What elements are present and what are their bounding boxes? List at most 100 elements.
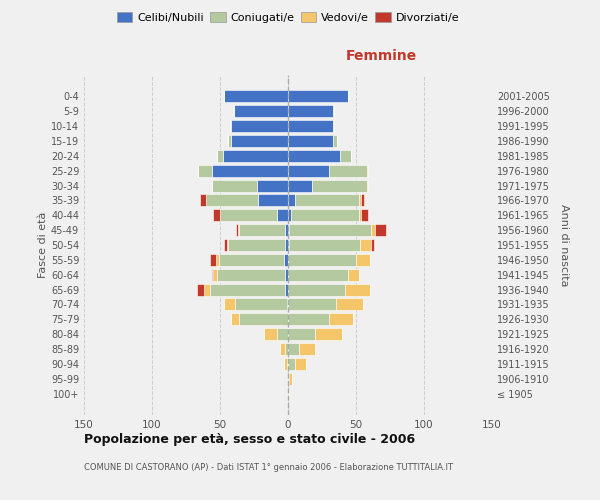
Bar: [348, 269, 359, 280]
Bar: [361, 210, 368, 221]
Bar: [288, 328, 315, 340]
Bar: [236, 224, 238, 236]
Bar: [288, 165, 329, 176]
Bar: [227, 239, 228, 251]
Bar: [238, 224, 239, 236]
Bar: [371, 239, 374, 251]
Bar: [284, 254, 288, 266]
Bar: [367, 165, 368, 176]
Bar: [345, 284, 370, 296]
Bar: [285, 224, 288, 236]
Bar: [287, 298, 288, 310]
Bar: [295, 194, 359, 206]
Bar: [299, 343, 315, 355]
Bar: [313, 180, 367, 192]
Bar: [329, 165, 367, 176]
Bar: [200, 194, 206, 206]
Bar: [288, 106, 333, 117]
Bar: [284, 358, 287, 370]
Bar: [288, 343, 299, 355]
Bar: [198, 165, 212, 176]
Bar: [288, 210, 291, 221]
Bar: [356, 254, 370, 266]
Bar: [224, 90, 288, 102]
Bar: [371, 224, 375, 236]
Bar: [285, 284, 288, 296]
Bar: [288, 358, 295, 370]
Bar: [359, 194, 361, 206]
Bar: [288, 194, 295, 206]
Bar: [231, 314, 239, 325]
Bar: [223, 150, 288, 162]
Bar: [288, 269, 348, 280]
Bar: [285, 269, 288, 280]
Bar: [287, 358, 288, 370]
Bar: [212, 269, 213, 280]
Bar: [288, 314, 329, 325]
Bar: [333, 120, 334, 132]
Bar: [213, 210, 220, 221]
Bar: [289, 224, 371, 236]
Text: COMUNE DI CASTORANO (AP) - Dati ISTAT 1° gennaio 2006 - Elaborazione TUTTITALIA.: COMUNE DI CASTORANO (AP) - Dati ISTAT 1°…: [84, 462, 453, 471]
Bar: [231, 135, 288, 147]
Bar: [315, 328, 343, 340]
Bar: [285, 239, 288, 251]
Bar: [235, 298, 287, 310]
Bar: [360, 239, 371, 251]
Bar: [206, 194, 258, 206]
Bar: [233, 106, 288, 117]
Bar: [288, 388, 289, 400]
Text: Maschi: Maschi: [0, 49, 1, 63]
Bar: [224, 298, 235, 310]
Bar: [228, 135, 231, 147]
Bar: [231, 120, 288, 132]
Bar: [289, 239, 360, 251]
Bar: [288, 239, 289, 251]
Y-axis label: Fasce di età: Fasce di età: [38, 212, 48, 278]
Bar: [212, 165, 288, 176]
Bar: [217, 269, 285, 280]
Bar: [280, 343, 285, 355]
Bar: [216, 254, 218, 266]
Bar: [212, 180, 257, 192]
Bar: [239, 224, 285, 236]
Bar: [277, 210, 288, 221]
Bar: [288, 180, 313, 192]
Legend: Celibi/Nubili, Coniugati/e, Vedovi/e, Divorziati/e: Celibi/Nubili, Coniugati/e, Vedovi/e, Di…: [112, 8, 464, 28]
Bar: [288, 298, 335, 310]
Bar: [329, 314, 353, 325]
Bar: [285, 343, 288, 355]
Bar: [211, 284, 285, 296]
Bar: [288, 284, 345, 296]
Bar: [220, 210, 277, 221]
Bar: [277, 328, 288, 340]
Bar: [333, 135, 337, 147]
Bar: [288, 373, 289, 384]
Bar: [288, 135, 333, 147]
Y-axis label: Anni di nascita: Anni di nascita: [559, 204, 569, 286]
Bar: [239, 314, 288, 325]
Text: Popolazione per età, sesso e stato civile - 2006: Popolazione per età, sesso e stato civil…: [84, 432, 415, 446]
Bar: [230, 120, 231, 132]
Bar: [213, 269, 217, 280]
Bar: [288, 224, 289, 236]
Text: Femmine: Femmine: [346, 49, 418, 63]
Bar: [288, 150, 340, 162]
Bar: [291, 210, 359, 221]
Bar: [289, 373, 292, 384]
Bar: [228, 239, 285, 251]
Bar: [257, 180, 288, 192]
Bar: [333, 106, 334, 117]
Bar: [367, 180, 368, 192]
Bar: [340, 150, 350, 162]
Bar: [224, 239, 227, 251]
Bar: [375, 224, 386, 236]
Bar: [295, 358, 305, 370]
Bar: [335, 298, 363, 310]
Bar: [217, 150, 223, 162]
Bar: [263, 328, 277, 340]
Bar: [211, 254, 216, 266]
Bar: [361, 194, 364, 206]
Bar: [218, 254, 284, 266]
Bar: [359, 210, 361, 221]
